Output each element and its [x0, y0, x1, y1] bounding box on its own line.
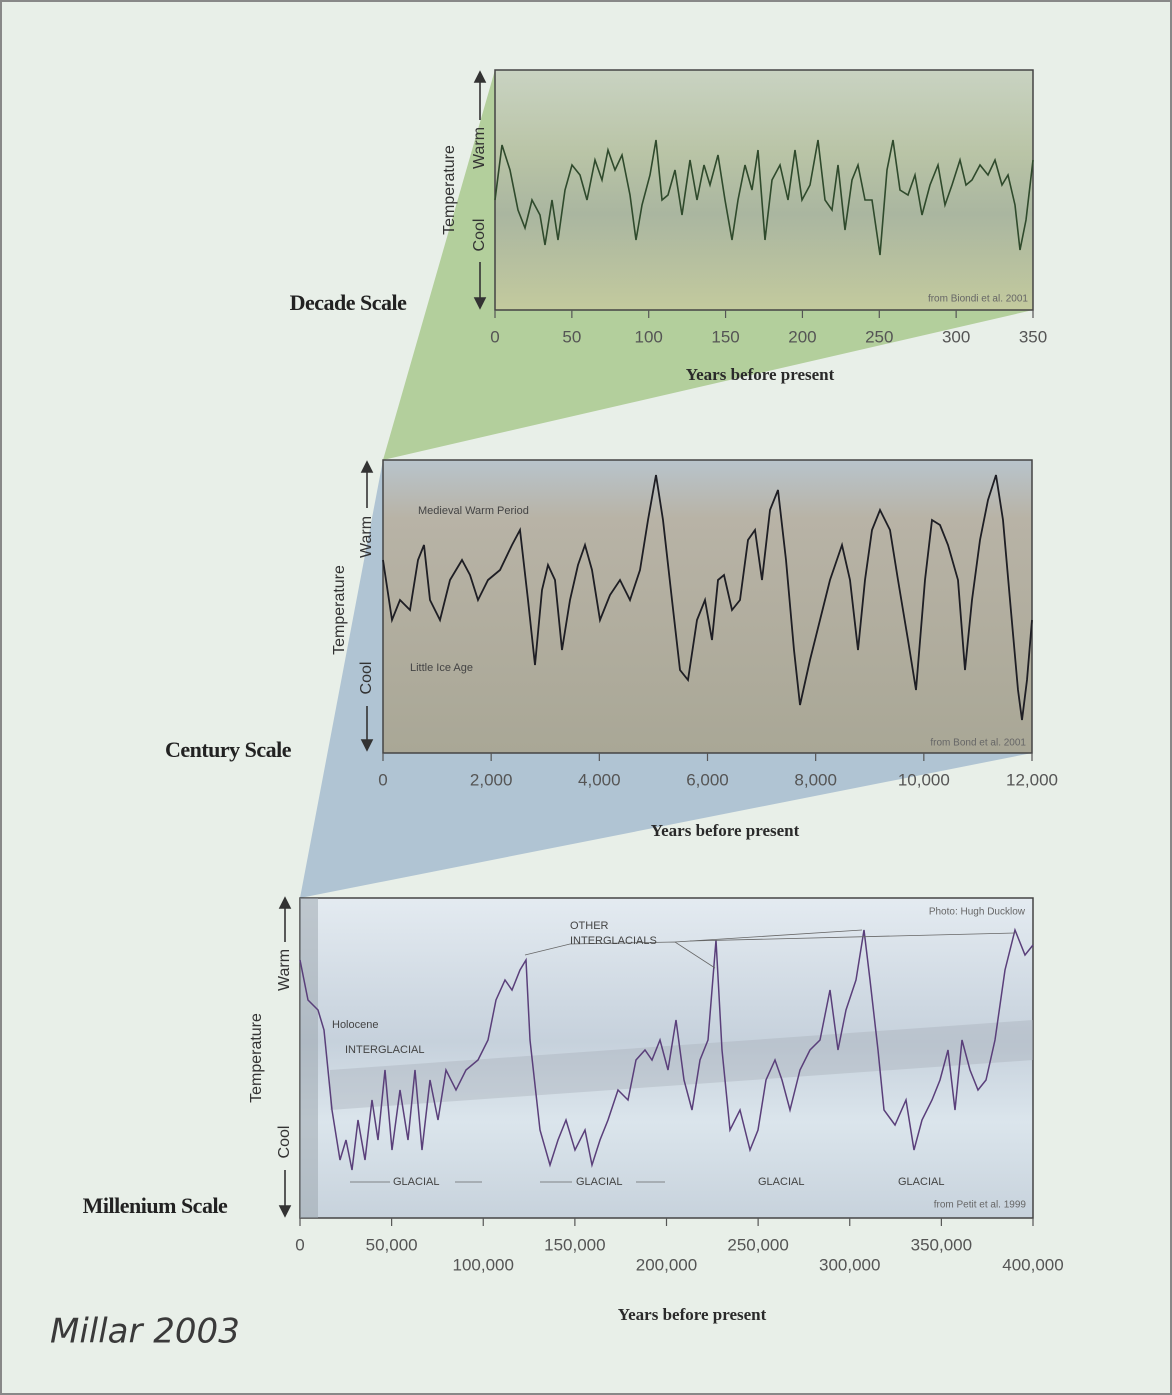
y-axis-label: Temperature: [441, 145, 458, 235]
annotation: INTERGLACIAL: [345, 1044, 424, 1056]
x-tick-label: 6,000: [686, 770, 729, 789]
x-tick-label: 50,000: [366, 1235, 418, 1254]
x-tick-label: 250,000: [727, 1235, 788, 1254]
y-axis-label: Temperature: [331, 565, 348, 655]
x-tick-label: 400,000: [1002, 1255, 1063, 1274]
x-tick-label: 200,000: [636, 1255, 697, 1274]
y-low-label: Cool: [276, 1126, 293, 1159]
x-tick-label: 10,000: [898, 770, 950, 789]
chart-title: Millenium Scale: [83, 1193, 228, 1218]
x-tick-label: 350: [1019, 327, 1047, 346]
x-tick-label: 350,000: [911, 1235, 972, 1254]
credit: Millar 2003: [50, 1312, 240, 1352]
annotation: OTHER: [570, 920, 609, 932]
photo-credit: Photo: Hugh Ducklow: [929, 907, 1026, 918]
y-high-label: Warm: [471, 127, 488, 169]
source: from Petit et al. 1999: [934, 1200, 1027, 1211]
y-high-label: Warm: [358, 516, 375, 558]
x-tick-label: 8,000: [794, 770, 837, 789]
source: from Bond et al. 2001: [930, 738, 1026, 749]
x-axis-label: Years before present: [651, 821, 800, 840]
y-axis-label: Temperature: [248, 1013, 265, 1103]
annotation: INTERGLACIALS: [570, 935, 657, 947]
photo-edge: [300, 898, 318, 1218]
x-tick-label: 200: [788, 327, 816, 346]
annotation: Medieval Warm Period: [418, 505, 529, 517]
annotation: GLACIAL: [576, 1176, 622, 1188]
x-tick-label: 300,000: [819, 1255, 880, 1274]
x-axis-label: Years before present: [686, 365, 835, 384]
x-tick-label: 0: [490, 327, 499, 346]
x-tick-label: 300: [942, 327, 970, 346]
y-low-label: Cool: [471, 219, 488, 252]
x-axis-label: Years before present: [618, 1305, 767, 1324]
x-tick-label: 150,000: [544, 1235, 605, 1254]
annotation: Little Ice Age: [410, 662, 473, 674]
x-tick-label: 2,000: [470, 770, 513, 789]
source: from Biondi et al. 2001: [928, 294, 1028, 305]
x-tick-label: 100: [635, 327, 663, 346]
annotation: GLACIAL: [758, 1176, 804, 1188]
x-tick-label: 12,000: [1006, 770, 1058, 789]
x-tick-label: 250: [865, 327, 893, 346]
x-tick-label: 100,000: [453, 1255, 514, 1274]
x-tick-label: 50: [562, 327, 581, 346]
figure: from Biondi et al. 2001 Decade Scale Yea…: [0, 0, 1172, 1395]
x-tick-label: 0: [378, 770, 387, 789]
y-low-label: Cool: [358, 662, 375, 695]
chart-title: Decade Scale: [290, 290, 408, 315]
y-high-label: Warm: [276, 949, 293, 991]
x-tick-label: 4,000: [578, 770, 621, 789]
x-tick-label: 150: [711, 327, 739, 346]
x-tick-label: 0: [295, 1235, 304, 1254]
plot-area: [495, 70, 1033, 310]
annotation: Holocene: [332, 1019, 378, 1031]
annotation: GLACIAL: [898, 1176, 944, 1188]
annotation: GLACIAL: [393, 1176, 439, 1188]
chart-title: Century Scale: [165, 737, 292, 762]
